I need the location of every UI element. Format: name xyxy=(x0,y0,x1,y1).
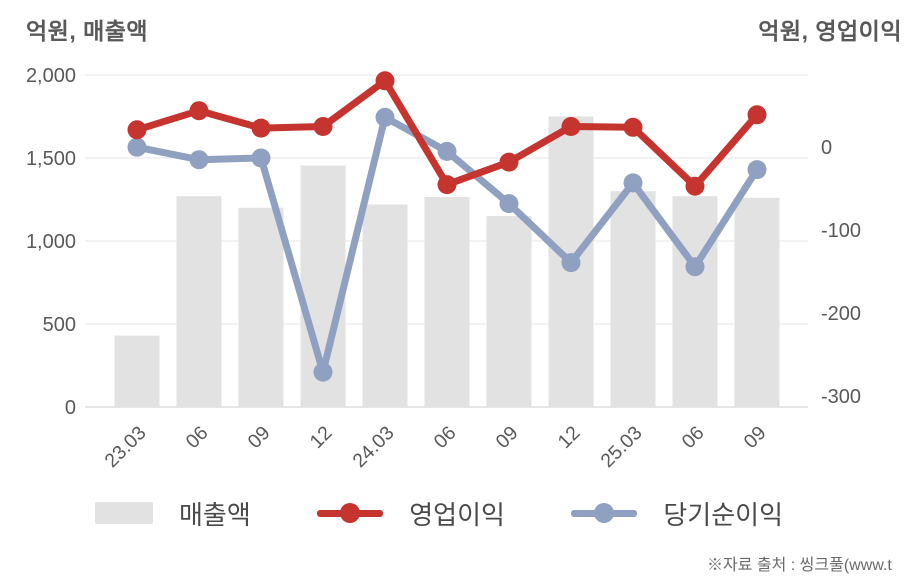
revenue-bar xyxy=(672,196,718,407)
net-income-line-point xyxy=(189,150,209,170)
operating-profit-line-point xyxy=(685,176,705,196)
net-income-line-point xyxy=(375,107,395,127)
operating-profit-line-point xyxy=(127,120,147,140)
revenue-bar xyxy=(734,197,780,407)
operating-profit-line-point xyxy=(251,118,271,138)
net-income-line-point xyxy=(685,257,705,277)
data-source-note: ※자료 출처 : 씽크풀(www.t xyxy=(707,557,892,574)
operating-profit-dot-icon xyxy=(340,503,361,523)
x-axis-label: 09 xyxy=(740,422,771,453)
revenue-swatch xyxy=(95,502,153,524)
revenue-bar xyxy=(176,196,222,407)
revenue-bar xyxy=(238,207,284,407)
net-income-line-point xyxy=(313,362,333,382)
legend-item-revenue[interactable]: 매출액 xyxy=(95,495,251,532)
legend-label-operating-profit: 영업이익 xyxy=(409,499,505,530)
right-axis-title: 억원, 영업이익 xyxy=(758,18,902,44)
y-axis-right-tick: 0 xyxy=(821,137,832,159)
y-axis-left-tick: 0 xyxy=(65,397,76,419)
operating-profit-line-point xyxy=(313,117,333,136)
y-axis-left-tick: 1,000 xyxy=(26,231,76,253)
y-axis-left-tick: 2,000 xyxy=(26,65,76,87)
revenue-bar xyxy=(362,204,408,407)
net-income-line-point xyxy=(561,253,581,273)
y-axis-right-ticks: -300 -200 -100 0 xyxy=(821,137,861,408)
net-income-line-point xyxy=(437,141,457,161)
net-income-line-point xyxy=(499,194,519,214)
operating-profit-line-point xyxy=(499,152,519,172)
y-axis-right-tick: -200 xyxy=(821,303,861,325)
revenue-bar xyxy=(610,191,656,407)
x-axis-label: 09 xyxy=(492,422,523,453)
operating-profit-line-point xyxy=(561,117,581,136)
net-income-line xyxy=(127,107,767,382)
revenue-bar xyxy=(486,216,532,407)
y-axis-right-tick: -300 xyxy=(821,386,861,408)
y-axis-left-ticks: 0 500 1,000 1,500 2,000 xyxy=(26,65,76,419)
revenue-bar xyxy=(114,335,160,407)
net-income-dot-icon xyxy=(594,503,615,523)
operating-profit-line-point xyxy=(623,117,643,137)
legend-item-operating-profit[interactable]: 영업이익 xyxy=(317,495,505,532)
left-axis-title: 억원, 매출액 xyxy=(26,18,149,44)
x-axis-label: 12 xyxy=(306,422,337,453)
net-income-line-point xyxy=(623,173,643,193)
legend: 매출액 영업이익 당기순이익 xyxy=(95,490,783,536)
operating-profit-line-point xyxy=(375,71,395,91)
y-axis-left-tick: 1,500 xyxy=(26,148,76,170)
x-axis-labels: 23.03 06 09 12 24.03 06 09 12 25.03 06 09 xyxy=(100,422,770,472)
x-axis-label: 09 xyxy=(244,422,275,453)
x-axis-label: 06 xyxy=(182,422,213,453)
operating-profit-swatch xyxy=(317,503,384,523)
x-axis-label: 06 xyxy=(678,422,709,453)
operating-profit-line-point xyxy=(189,101,209,121)
net-income-line-point xyxy=(127,137,147,157)
revenue-bar xyxy=(424,197,470,407)
x-axis-label: 25.03 xyxy=(596,422,646,472)
legend-label-revenue: 매출액 xyxy=(179,499,251,530)
x-axis-label: 24.03 xyxy=(348,422,398,472)
net-income-swatch xyxy=(571,503,638,523)
x-axis-label: 12 xyxy=(554,422,585,453)
net-income-line-point xyxy=(251,148,271,168)
operating-profit-line-point xyxy=(747,105,767,125)
operating-profit-line-path xyxy=(133,77,761,190)
legend-label-net-income: 당기순이익 xyxy=(663,499,783,530)
net-income-line-point xyxy=(747,160,767,180)
x-axis-label: 06 xyxy=(430,422,461,453)
legend-item-net-income[interactable]: 당기순이익 xyxy=(571,495,783,532)
y-axis-left-tick: 500 xyxy=(43,314,76,336)
combo-chart: 0 500 1,000 1,500 2,000 -300 -200 -100 0 23.03 06 0… xyxy=(26,65,861,472)
x-axis-label: 23.03 xyxy=(100,422,150,472)
operating-profit-line xyxy=(127,71,767,196)
operating-profit-line-point xyxy=(437,175,457,195)
y-axis-right-tick: -100 xyxy=(821,220,861,242)
